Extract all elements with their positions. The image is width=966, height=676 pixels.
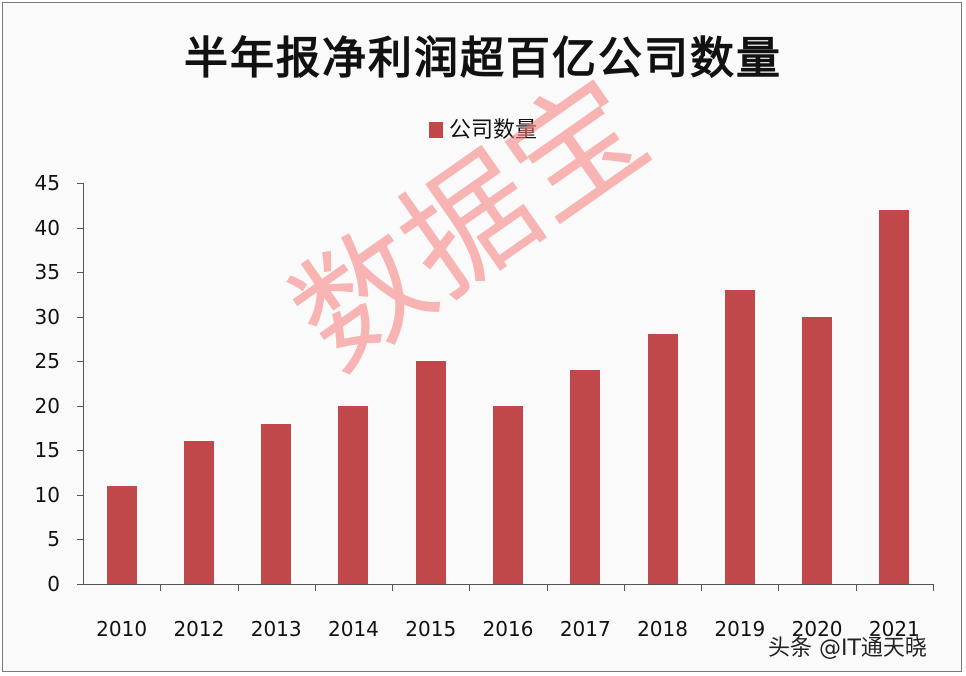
bar-2019	[724, 289, 755, 584]
x-tick-label: 2020	[791, 617, 843, 641]
bar-2015	[415, 361, 446, 584]
x-tick	[701, 584, 703, 591]
bar-2020	[802, 316, 833, 584]
y-axis	[83, 183, 84, 584]
y-tick-label: 20	[34, 393, 60, 418]
y-tick-label: 15	[34, 438, 60, 463]
x-tick-label: 2017	[559, 617, 611, 641]
bar-2016	[493, 405, 523, 584]
x-tick-label: 2010	[96, 617, 148, 641]
x-tick	[469, 584, 471, 591]
y-tick-label: 5	[47, 527, 60, 552]
chart-title: 半年报净利润超百亿公司数量	[184, 33, 782, 84]
y-tick-label: 45	[34, 171, 60, 195]
bar-2013	[261, 423, 292, 584]
bar-2017	[570, 370, 601, 584]
x-tick	[933, 584, 934, 591]
x-tick-label: 2013	[250, 617, 302, 641]
y-tick-label: 10	[34, 482, 60, 507]
x-tick-label: 2019	[714, 617, 766, 641]
y-tick	[77, 494, 83, 496]
x-tick	[855, 584, 857, 591]
x-tick	[237, 584, 239, 591]
x-tick-label: 2021	[868, 617, 920, 641]
bar-2014	[338, 405, 369, 584]
x-tick-label: 2016	[482, 617, 534, 641]
x-tick	[623, 584, 625, 591]
x-tick-label: 2012	[173, 617, 225, 641]
y-tick-label: 30	[34, 304, 60, 329]
y-tick-label: 25	[34, 349, 60, 374]
bar-2018	[647, 334, 678, 584]
y-tick	[77, 183, 83, 184]
y-tick	[77, 361, 83, 363]
y-tick	[77, 584, 83, 585]
bar-2021	[879, 209, 910, 584]
y-tick	[77, 272, 83, 274]
x-tick	[314, 584, 316, 591]
y-tick-label: 40	[34, 215, 60, 240]
y-tick-label: 0	[47, 572, 60, 596]
x-tick	[160, 584, 162, 591]
x-tick	[392, 584, 394, 591]
y-tick	[77, 227, 83, 229]
legend-label: 公司数量	[448, 118, 537, 143]
x-tick-label: 2014	[328, 617, 379, 641]
y-tick	[77, 539, 83, 541]
legend-swatch	[428, 122, 443, 138]
y-tick	[77, 405, 83, 407]
x-axis	[77, 584, 933, 585]
x-tick-label: 2018	[637, 617, 688, 641]
x-tick	[778, 584, 780, 591]
x-tick	[546, 584, 548, 591]
y-tick	[77, 316, 83, 318]
y-tick	[77, 450, 83, 452]
y-tick-label: 35	[34, 260, 60, 285]
bar-2010	[106, 485, 137, 584]
legend: 公司数量	[0, 112, 966, 144]
bar-2012	[183, 441, 214, 584]
credit-text: 头条 @IT通天晓	[768, 636, 927, 661]
x-tick-label: 2015	[405, 617, 457, 641]
